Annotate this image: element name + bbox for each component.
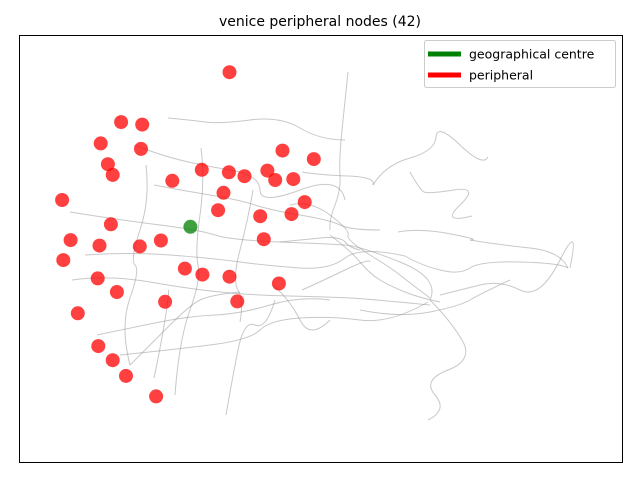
peripheral-point-29 (177, 261, 192, 276)
peripheral-point-0 (222, 65, 237, 80)
peripheral-point-36 (271, 276, 286, 291)
legend-label-centre: geographical centre (469, 47, 595, 62)
peripheral-point-13 (260, 163, 275, 178)
chart-title: venice peripheral nodes (42) (219, 14, 421, 30)
peripheral-point-38 (91, 339, 106, 354)
peripheral-point-9 (165, 173, 180, 188)
legend: geographical centre peripheral (424, 40, 616, 88)
peripheral-point-31 (222, 269, 237, 284)
peripheral-point-22 (103, 217, 118, 232)
peripheral-point-4 (135, 117, 150, 132)
peripheral-point-30 (195, 267, 210, 282)
peripheral-point-41 (149, 389, 164, 404)
peripheral-point-11 (221, 165, 236, 180)
peripheral-point-12 (237, 169, 252, 184)
peripheral-point-15 (286, 172, 301, 187)
peripheral-point-34 (158, 294, 173, 309)
peripheral-point-23 (63, 233, 78, 248)
peripheral-point-25 (132, 239, 147, 254)
peripheral-point-8 (105, 167, 120, 182)
peripheral-point-37 (70, 306, 85, 321)
plot-frame (19, 35, 623, 463)
peripheral-point-27 (256, 232, 271, 247)
peripheral-point-16 (216, 185, 231, 200)
peripheral-point-10 (194, 162, 209, 177)
peripheral-point-33 (109, 285, 124, 299)
peripheral-point-20 (253, 209, 268, 224)
street-network (69, 71, 574, 421)
peripheral-point-21 (55, 193, 70, 207)
peripheral-point-24 (92, 238, 107, 253)
peripheral-point-3 (114, 115, 129, 130)
peripheral-point-35 (230, 294, 245, 309)
peripheral-point-32 (90, 271, 105, 286)
peripheral-point-18 (297, 195, 312, 210)
peripheral-point-40 (119, 368, 133, 383)
peripheral-point-5 (93, 136, 108, 151)
peripheral-point-28 (56, 253, 71, 268)
series-centre (183, 219, 198, 234)
peripheral-point-26 (153, 233, 168, 248)
series-layer (55, 65, 321, 404)
peripheral-point-1 (275, 143, 290, 158)
peripheral-point-17 (211, 203, 226, 218)
legend-box (424, 40, 616, 88)
peripheral-point-19 (284, 207, 299, 222)
series-peripheral (55, 65, 321, 404)
peripheral-point-14 (268, 173, 283, 187)
peripheral-point-7 (100, 157, 115, 172)
peripheral-point-39 (105, 353, 120, 368)
peripheral-point-2 (306, 152, 321, 167)
peripheral-point-6 (134, 141, 148, 156)
legend-label-peripheral: peripheral (469, 68, 533, 83)
centre-point-0 (183, 219, 198, 234)
